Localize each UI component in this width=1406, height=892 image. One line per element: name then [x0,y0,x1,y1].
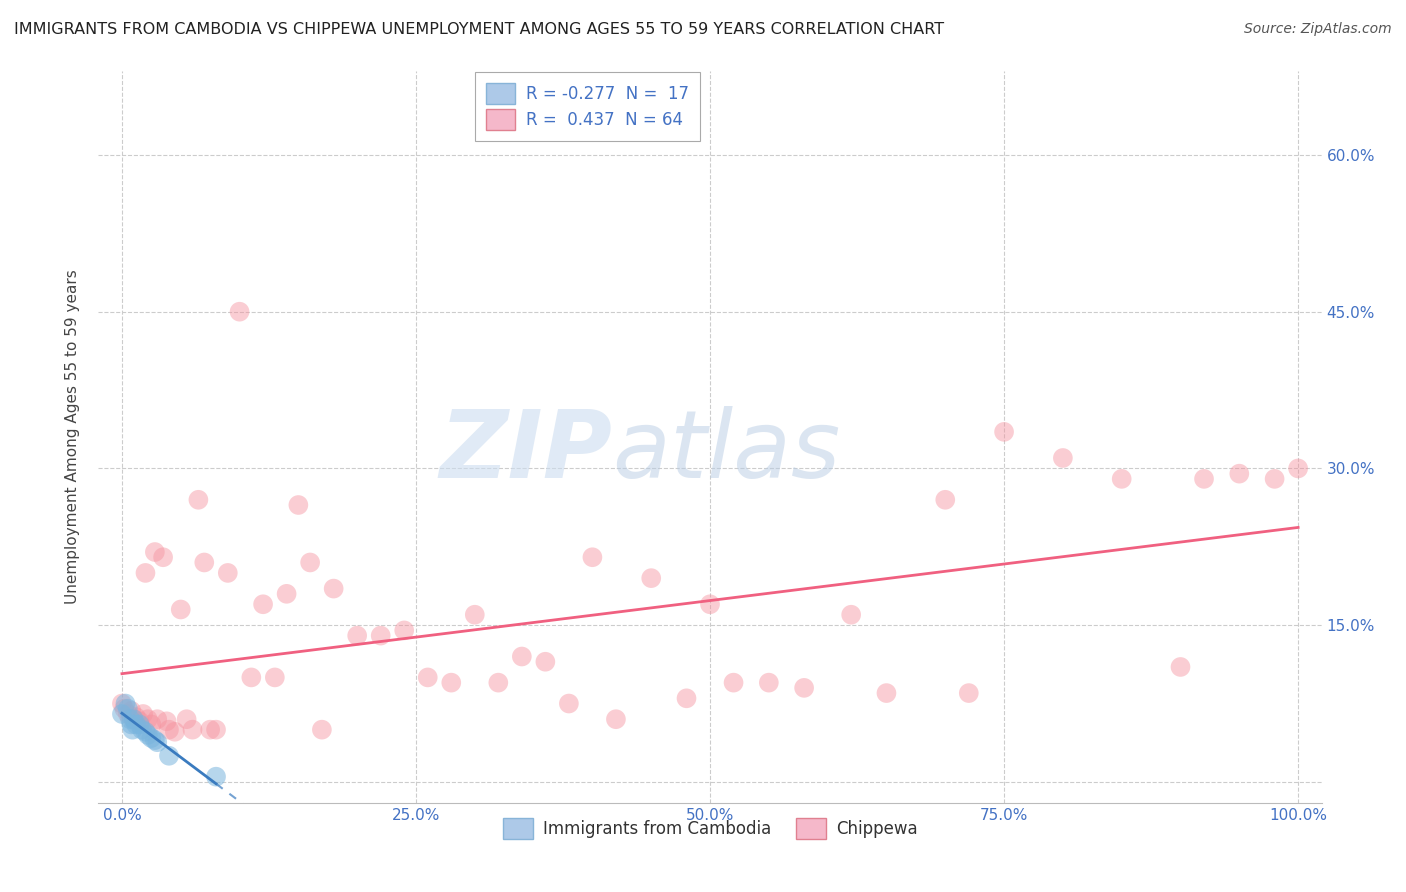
Point [217,566,239,580]
Point [581,550,603,565]
Point [558,697,581,711]
Point [299,556,322,570]
Point [134,566,156,580]
Point [157,748,180,763]
Point [136,712,159,726]
Point [758,675,780,690]
Point [156,714,179,729]
Point [143,733,166,747]
Point [128,714,150,729]
Point [370,629,392,643]
Point [120,717,142,731]
Point [252,597,274,611]
Point [131,723,153,737]
Point [111,706,134,721]
Point [675,691,697,706]
Point [117,702,139,716]
Point [723,675,745,690]
Point [122,712,145,726]
Point [464,607,486,622]
Point [1264,472,1286,486]
Point [486,675,509,690]
Point [128,717,150,731]
Point [510,649,533,664]
Point [176,712,198,726]
Point [934,492,956,507]
Point [416,670,439,684]
Point [205,723,228,737]
Point [322,582,344,596]
Point [240,670,263,684]
Text: Source: ZipAtlas.com: Source: ZipAtlas.com [1244,22,1392,37]
Point [1227,467,1250,481]
Point [132,706,155,721]
Point [163,724,186,739]
Point [1286,461,1309,475]
Point [125,717,148,731]
Point [193,556,215,570]
Point [112,702,135,716]
Point [875,686,897,700]
Point [839,607,862,622]
Point [121,723,143,737]
Point [136,728,159,742]
Text: ZIP: ZIP [439,406,612,498]
Point [181,723,204,737]
Point [287,498,309,512]
Point [699,597,721,611]
Point [117,706,139,721]
Point [170,602,193,616]
Point [440,675,463,690]
Point [157,723,180,737]
Point [392,624,415,638]
Point [134,724,156,739]
Point [141,717,163,731]
Point [228,304,250,318]
Point [120,704,142,718]
Point [125,710,148,724]
Point [276,587,298,601]
Point [640,571,662,585]
Legend: Immigrants from Cambodia, Chippewa: Immigrants from Cambodia, Chippewa [496,811,924,846]
Point [1192,472,1215,486]
Point [152,550,174,565]
Point [793,681,815,695]
Point [311,723,333,737]
Point [146,735,169,749]
Point [263,670,285,684]
Text: atlas: atlas [612,406,841,497]
Point [534,655,557,669]
Point [122,712,145,726]
Point [205,770,228,784]
Point [993,425,1015,439]
Point [605,712,627,726]
Text: IMMIGRANTS FROM CAMBODIA VS CHIPPEWA UNEMPLOYMENT AMONG AGES 55 TO 59 YEARS CORR: IMMIGRANTS FROM CAMBODIA VS CHIPPEWA UNE… [14,22,945,37]
Point [143,545,166,559]
Point [1111,472,1133,486]
Point [1170,660,1192,674]
Point [1052,450,1074,465]
Point [120,712,142,726]
Point [198,723,221,737]
Point [114,697,136,711]
Point [187,492,209,507]
Point [346,629,368,643]
Point [957,686,980,700]
Point [146,712,169,726]
Point [141,731,163,745]
Point [111,697,134,711]
Y-axis label: Unemployment Among Ages 55 to 59 years: Unemployment Among Ages 55 to 59 years [65,269,80,605]
